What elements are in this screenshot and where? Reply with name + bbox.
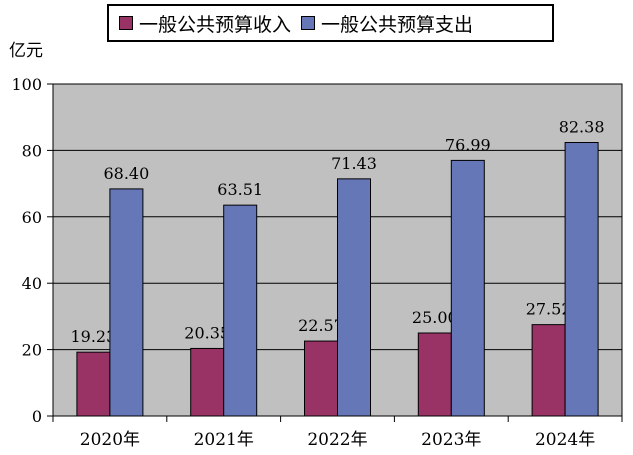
y-axis-unit-label: 亿元 <box>9 41 43 61</box>
data-label-revenue: 22.57 <box>298 316 344 335</box>
x-tick-label: 2020年 <box>80 430 140 450</box>
bar-expenditure <box>450 159 485 417</box>
legend-label-revenue: 一般公共预算收入 <box>139 13 292 36</box>
x-tick-label: 2021年 <box>194 430 254 450</box>
bar-expenditure <box>564 141 599 417</box>
y-tick-label: 80 <box>22 141 42 160</box>
x-tick-label: 2022年 <box>307 430 367 450</box>
y-tick-label: 100 <box>11 75 42 94</box>
bar-revenue <box>304 340 338 417</box>
data-label-expenditure: 63.51 <box>217 180 263 199</box>
legend-swatch-revenue <box>119 16 133 30</box>
data-label-revenue: 27.52 <box>526 300 572 319</box>
bar-revenue <box>417 332 452 417</box>
x-tick-label: 2024年 <box>535 430 595 450</box>
y-tick-label: 0 <box>32 407 42 426</box>
y-tick-label: 40 <box>22 274 42 293</box>
data-label-revenue: 25.00 <box>412 308 458 327</box>
data-label-revenue: 20.35 <box>184 323 230 342</box>
legend-label-expenditure: 一般公共预算支出 <box>321 13 474 36</box>
bar-revenue <box>76 351 111 417</box>
bar-revenue <box>190 347 225 417</box>
data-label-expenditure: 76.99 <box>445 135 491 154</box>
x-tick-label: 2023年 <box>421 430 481 450</box>
data-label-expenditure: 82.38 <box>559 117 605 136</box>
legend-item-revenue: 一般公共预算收入 <box>119 10 291 37</box>
bar-expenditure <box>337 178 371 417</box>
bar-revenue <box>531 324 566 417</box>
bar-expenditure <box>109 188 144 417</box>
bar-expenditure <box>223 204 258 417</box>
legend: 一般公共预算收入 一般公共预算支出 <box>107 4 554 42</box>
y-tick-label: 20 <box>22 341 42 360</box>
data-label-expenditure: 71.43 <box>331 154 377 173</box>
legend-item-expenditure: 一般公共预算支出 <box>301 10 473 37</box>
data-label-expenditure: 68.40 <box>103 164 149 183</box>
y-tick-label: 60 <box>22 208 42 227</box>
data-label-revenue: 19.23 <box>70 327 116 346</box>
legend-swatch-expenditure <box>301 16 316 30</box>
